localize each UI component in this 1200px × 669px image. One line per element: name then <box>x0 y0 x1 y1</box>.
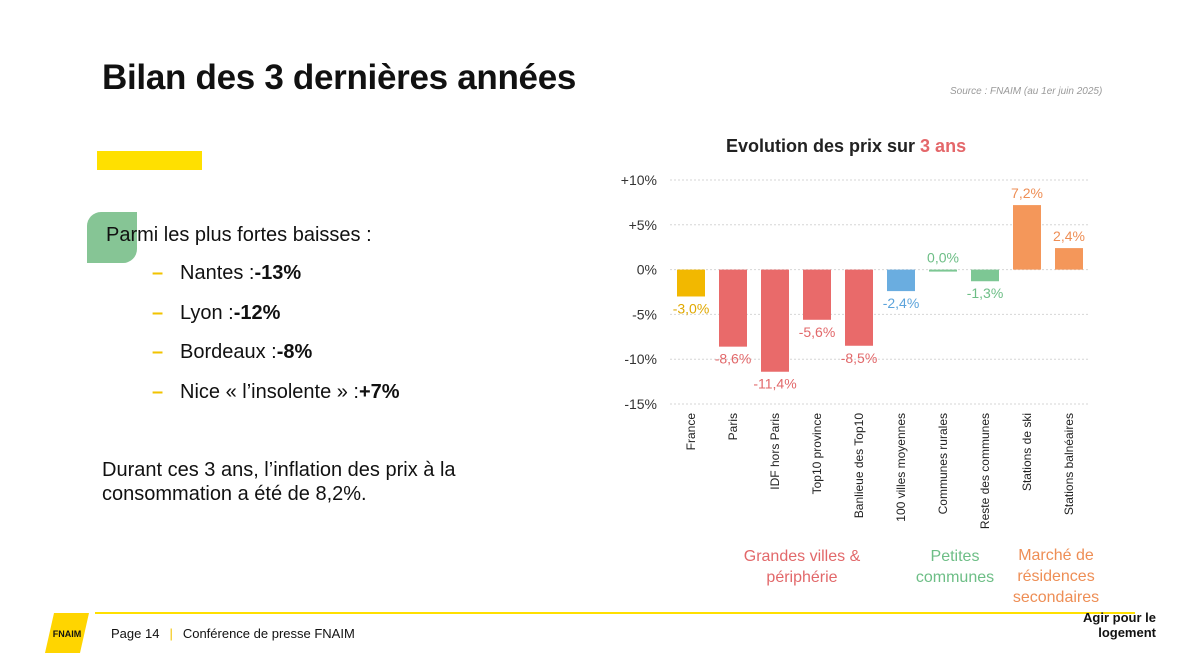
category-label: Banlieue des Top10 <box>852 413 866 519</box>
category-label: IDF hors Paris <box>768 413 782 490</box>
decline-list: – Nantes : -13% – Lyon : -12% – Bordeaux : … <box>152 262 400 420</box>
list-item-bordeaux: – Bordeaux : -8% <box>152 341 400 381</box>
list-item-label: Nice « l’insolente » : <box>180 380 359 403</box>
list-item-nice: – Nice « l’insolente » : +7% <box>152 381 400 421</box>
y-tick-label: +5% <box>629 217 657 233</box>
logo-text: FNAIM <box>53 629 82 639</box>
y-tick-label: +10% <box>621 172 657 188</box>
data-label: -8,5% <box>841 350 878 366</box>
chart-data-labels: -3,0% -8,6%-11,4% -5,6% -8,5% -2,4% 0,0% -1,3%… <box>673 185 1085 392</box>
bar <box>929 269 957 272</box>
category-label: Top10 province <box>810 413 824 495</box>
bar <box>887 269 915 292</box>
list-item-label: Bordeaux : <box>180 341 277 363</box>
list-item-nantes: – Nantes : -13% <box>152 262 400 302</box>
footer-info: Page 14 | Conférence de presse FNAIM <box>111 626 355 641</box>
footer-divider <box>95 612 1135 614</box>
data-label: 2,4% <box>1053 228 1085 244</box>
conference-name: Conférence de presse FNAIM <box>182 626 355 641</box>
x-axis-categories: France Paris IDF hors Paris Top10 province B… <box>684 413 1076 529</box>
bar <box>1013 205 1041 270</box>
data-label: -8,6% <box>715 351 752 367</box>
group-label-grandes-villes: Grandes villes & périphérie <box>743 548 861 586</box>
dash-icon: – <box>152 301 164 324</box>
price-evolution-chart: +10% +5% 0% -5% -10% -15% -3,0% -8,6%-11,4% -5,… <box>621 172 1090 529</box>
bar <box>719 269 747 347</box>
category-label: 100 villes moyennes <box>894 413 908 522</box>
category-label: Reste des communes <box>978 413 992 529</box>
bar <box>845 269 873 346</box>
list-item-label: Lyon : <box>180 301 234 324</box>
footer-separator: | <box>169 626 173 641</box>
y-tick-label: -5% <box>632 306 657 322</box>
dash-icon: – <box>152 380 164 403</box>
slide-title: Bilan des 3 dernières années <box>102 58 577 97</box>
bar <box>803 269 831 320</box>
list-item-value: +7% <box>358 380 400 403</box>
bar <box>1055 248 1083 270</box>
inflation-note: Durant ces 3 ans, l’inflation des prix à… <box>102 459 456 505</box>
data-label: 7,2% <box>1011 185 1043 201</box>
dash-icon: – <box>152 262 164 284</box>
chart-bars <box>677 205 1083 372</box>
data-label: 0,0% <box>927 250 959 266</box>
yellow-accent-bar <box>97 151 202 170</box>
chart-title: Evolution des prix sur 3 ans <box>726 136 966 157</box>
chart-title-highlight: 3 ans <box>920 136 967 156</box>
page-number: Page 14 <box>111 626 160 641</box>
data-label: -2,4% <box>883 295 920 311</box>
bar <box>971 269 999 282</box>
slogan: Agir pour le logement <box>1083 610 1156 640</box>
category-label: Paris <box>726 413 740 440</box>
y-axis-ticks: +10% +5% 0% -5% -10% -15% <box>621 172 657 412</box>
source-note: Source : FNAIM (au 1er juin 2025) <box>950 86 1103 97</box>
dash-icon: – <box>152 341 164 363</box>
chart-title-main: Evolution des prix sur <box>726 136 921 156</box>
data-label: -5,6% <box>799 324 836 340</box>
bar <box>677 269 705 297</box>
data-label: -1,3% <box>967 285 1004 301</box>
y-tick-label: 0% <box>637 262 657 278</box>
bar <box>761 269 789 372</box>
list-item-value: -8% <box>276 341 313 363</box>
list-item-value: -12% <box>233 301 281 324</box>
category-label: Stations balnéaires <box>1062 413 1076 515</box>
green-leaf-shape <box>87 212 137 263</box>
data-label: -11,4% <box>753 376 796 392</box>
category-label: Communes rurales <box>936 413 950 514</box>
list-item-label: Nantes : <box>180 262 255 284</box>
y-tick-label: -15% <box>624 396 657 412</box>
group-label-petites-communes: Petites communes <box>915 548 995 586</box>
fnaim-logo: FNAIM <box>45 613 89 653</box>
list-item-lyon: – Lyon : -12% <box>152 302 400 342</box>
group-label-residences-secondaires: Marché de résidences secondaires <box>1012 547 1100 606</box>
y-tick-label: -10% <box>624 351 657 367</box>
data-label: -3,0% <box>673 300 710 316</box>
category-label: Stations de ski <box>1020 413 1034 491</box>
intro-text: Parmi les plus fortes baisses : <box>106 224 372 246</box>
category-label: France <box>684 413 698 451</box>
list-item-value: -13% <box>254 262 302 284</box>
